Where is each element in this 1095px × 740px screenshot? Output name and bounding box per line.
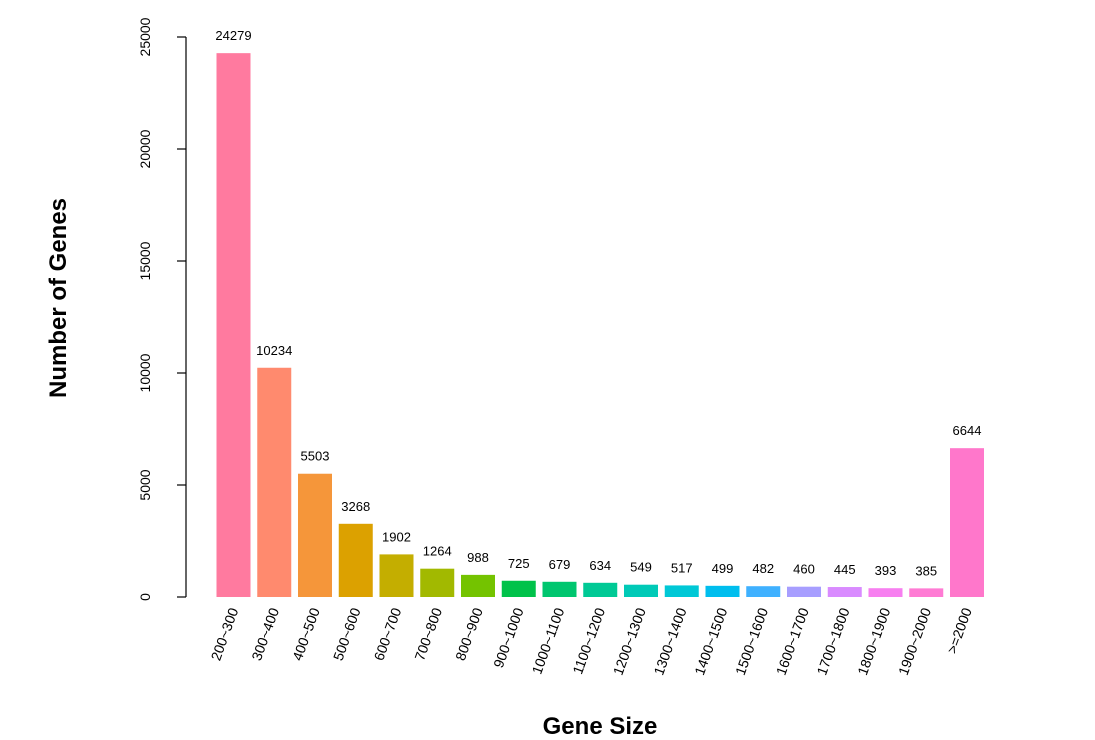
x-tick-label: 700~800 xyxy=(411,605,445,662)
y-axis: 0 5000 10000 15000 20000 25000 xyxy=(137,17,187,601)
bar-value-label: 634 xyxy=(589,558,611,573)
bar xyxy=(257,367,292,597)
y-axis-title: Number of Genes xyxy=(45,198,72,398)
y-tick-label: 25000 xyxy=(137,17,153,56)
bar xyxy=(338,523,373,597)
x-tick-labels: 200~300 300~400 400~500 500~600 600~700 700~8… xyxy=(208,605,975,677)
bar-value-label: 10234 xyxy=(256,343,292,358)
bar xyxy=(705,585,740,597)
bar xyxy=(542,581,577,597)
bar-value-label: 6644 xyxy=(953,423,982,438)
x-axis-title: Gene Size xyxy=(543,713,658,740)
bar xyxy=(664,585,699,597)
bar-value-label: 393 xyxy=(875,563,897,578)
bar xyxy=(379,554,414,597)
bar xyxy=(216,53,251,598)
bar xyxy=(868,588,903,597)
bar-value-label: 679 xyxy=(549,557,571,572)
y-tick-label: 15000 xyxy=(137,241,153,280)
bar xyxy=(461,574,495,597)
y-tick-label: 0 xyxy=(137,593,153,601)
bar-value-label: 385 xyxy=(915,563,937,578)
x-tick-label: 900~1000 xyxy=(490,605,527,670)
bar xyxy=(746,586,781,597)
bar xyxy=(501,580,536,597)
x-tick-label: 800~900 xyxy=(452,605,486,662)
bar-value-label: 5503 xyxy=(301,449,330,464)
bar xyxy=(827,587,862,597)
x-tick-label: 200~300 xyxy=(208,605,242,662)
bar-value-label: 445 xyxy=(834,562,856,577)
bar-value-label: 499 xyxy=(712,561,734,576)
bar xyxy=(583,582,618,597)
bar-value-label: 517 xyxy=(671,560,693,575)
x-tick-label: 600~700 xyxy=(371,605,405,662)
bars xyxy=(216,53,984,598)
bar xyxy=(909,588,944,597)
x-tick-label: 1700~1800 xyxy=(813,605,852,677)
bar xyxy=(298,473,332,597)
y-tick-label: 5000 xyxy=(137,469,153,500)
bar-value-label: 549 xyxy=(630,560,652,575)
y-tick-label: 10000 xyxy=(137,353,153,392)
bar-value-label: 24279 xyxy=(215,28,251,43)
bar-value-label: 460 xyxy=(793,562,815,577)
x-tick-label: 1800~1900 xyxy=(854,605,893,677)
bar-value-label: 1264 xyxy=(423,544,452,559)
bar xyxy=(420,568,455,597)
x-tick-label: 1300~1400 xyxy=(650,605,689,677)
x-tick-label: 1200~1300 xyxy=(610,605,649,677)
x-tick-label: 1400~1500 xyxy=(691,605,730,677)
x-tick-label: 1100~1200 xyxy=(569,605,608,676)
bar-value-label: 3268 xyxy=(341,499,370,514)
y-tick-label: 20000 xyxy=(137,129,153,168)
bar-value-label: 988 xyxy=(467,550,489,565)
bar xyxy=(950,448,984,597)
x-tick-label: 1500~1600 xyxy=(732,605,771,677)
bar-value-label: 725 xyxy=(508,556,530,571)
x-tick-label: >=2000 xyxy=(944,605,975,655)
x-tick-label: 500~600 xyxy=(330,605,364,662)
bar xyxy=(787,586,821,597)
x-tick-label: 1600~1700 xyxy=(773,605,812,677)
x-tick-label: 1900~2000 xyxy=(895,605,934,677)
x-tick-label: 1000~1100 xyxy=(529,605,568,676)
value-labels: 24279 10234 5503 3268 1902 1264 988 725 679 634 54… xyxy=(215,28,981,578)
bar xyxy=(624,584,658,597)
bar-value-label: 1902 xyxy=(382,529,411,544)
x-tick-label: 300~400 xyxy=(248,605,282,662)
bar-value-label: 482 xyxy=(752,561,774,576)
x-tick-label: 400~500 xyxy=(289,605,323,662)
